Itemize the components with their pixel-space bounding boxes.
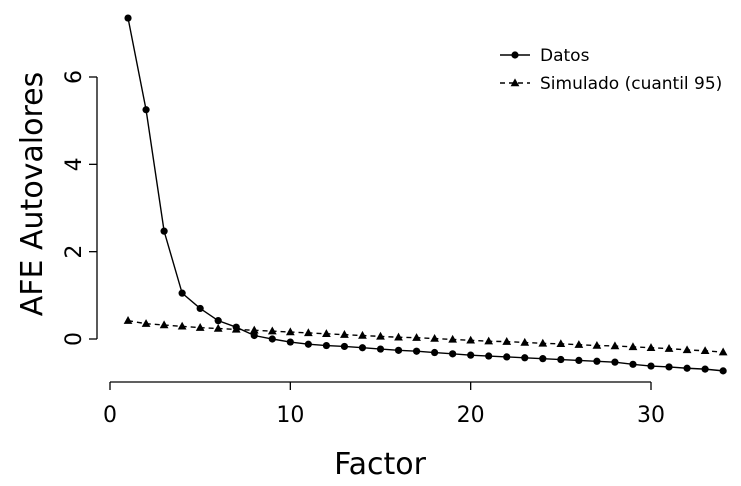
data-point [141,319,151,327]
data-point [250,331,258,340]
x-tick-label: 30 [637,403,665,428]
y-tick-label: 2 [62,245,87,259]
data-point [664,344,674,352]
data-point [159,320,169,329]
x-tick-label: 0 [103,403,117,428]
data-point [467,351,475,359]
y-tick-label: 0 [62,332,87,346]
legend-label: Datos [540,46,590,66]
x-tick-label: 10 [276,403,304,428]
data-point [520,337,530,346]
data-point [376,331,385,340]
data-point [394,332,403,341]
plot-area [123,14,728,375]
data-point [556,339,566,348]
data-point [448,334,458,343]
data-point [719,367,727,375]
data-point [249,325,259,334]
series-line [127,17,724,372]
data-point [575,356,583,364]
data-point [647,362,655,370]
legend-marker [510,78,520,87]
data-point [503,353,511,361]
data-point [231,324,241,333]
data-point [683,364,691,372]
data-point [449,350,457,358]
data-point [195,323,205,331]
data-point [412,333,421,341]
data-point [177,321,187,330]
x-ticks: 0 10 20 30 [103,382,665,428]
axes: 0 10 20 30 0 2 4 6 [62,70,665,428]
data-point [431,348,439,357]
data-point [592,340,602,349]
y-tick-label: 6 [62,70,87,84]
data-point [412,347,421,355]
data-point [485,352,493,360]
data-point [628,342,638,351]
data-point [285,327,295,336]
data-point [557,355,565,364]
data-point [124,14,132,22]
data-point [160,227,168,235]
data-point [196,304,204,313]
data-point [340,342,349,351]
data-point [574,340,584,348]
data-point [539,355,547,363]
legend: Datos Simulado (cuantil 95) [500,46,722,94]
series-0 [124,14,727,375]
series-line [127,319,724,353]
data-point [502,337,512,345]
y-axis-title: AFE Autovalores [15,72,50,317]
data-point [538,338,548,347]
x-tick-label: 20 [457,403,485,428]
data-point [268,335,276,343]
data-point [611,358,619,366]
data-point [484,336,494,345]
data-point [214,317,222,325]
data-point [646,343,656,351]
data-point [142,106,150,114]
data-point [267,326,277,335]
data-point [358,330,367,339]
y-ticks: 0 2 4 6 [62,70,97,346]
data-point [376,345,385,353]
data-point [610,341,620,350]
data-point [213,323,223,332]
data-point [394,346,403,354]
data-point [322,341,330,350]
data-point [665,363,673,371]
legend-marker [511,51,519,59]
data-point [593,357,601,365]
data-point [629,360,637,368]
data-point [682,345,692,354]
data-point [701,365,709,373]
data-point [340,330,349,338]
x-axis-title: Factor [334,447,426,482]
data-point [286,338,294,346]
data-point [430,333,439,342]
y-tick-label: 4 [62,157,87,171]
data-point [700,346,710,355]
legend-label: Simulado (cuantil 95) [540,74,722,94]
data-point [521,354,529,362]
data-point [466,335,476,344]
series-1 [123,316,728,356]
data-point [303,328,313,337]
data-point [304,340,312,348]
data-point [322,329,331,337]
data-point [178,289,186,297]
data-point [358,344,367,352]
data-point [718,347,728,356]
data-point [123,316,133,324]
